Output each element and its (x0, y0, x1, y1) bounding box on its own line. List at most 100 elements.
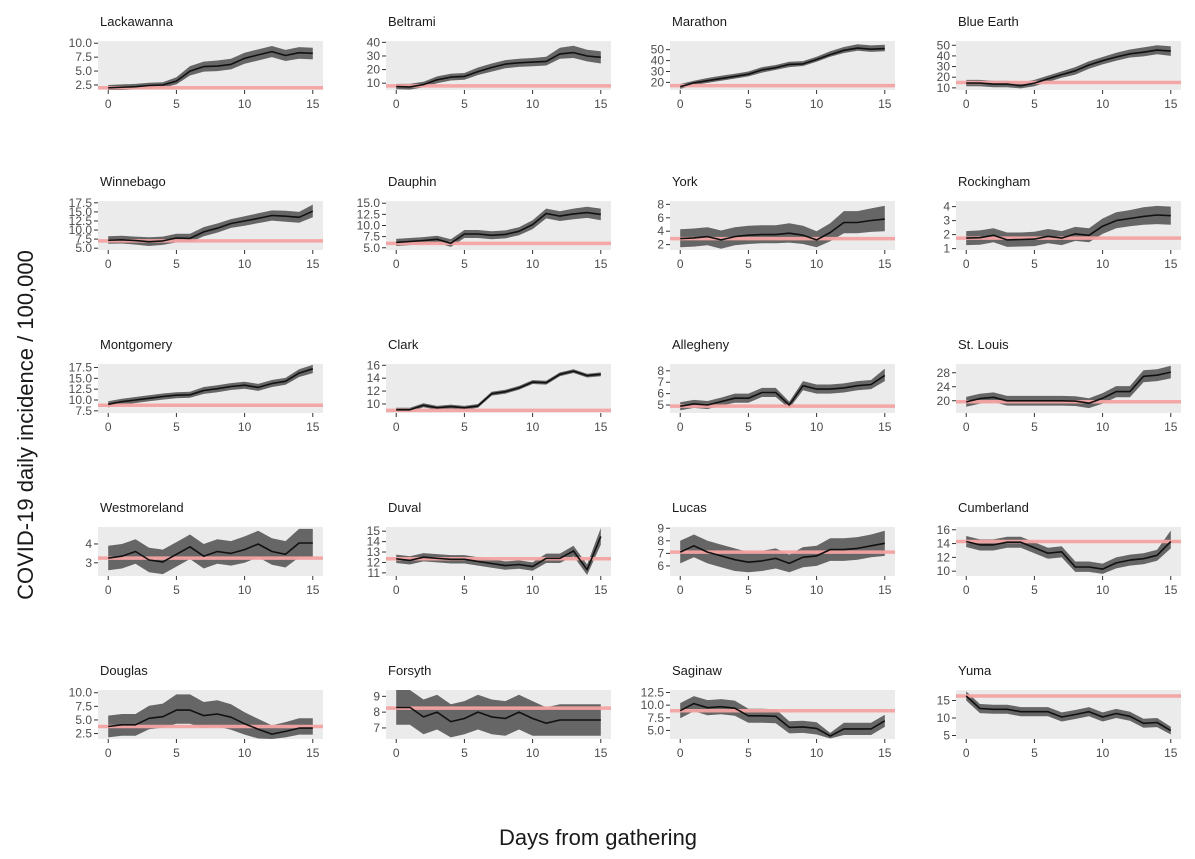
x-tick-label: 15 (878, 746, 892, 760)
x-tick-label: 10 (1096, 746, 1110, 760)
x-tick-label: 15 (1164, 97, 1178, 111)
incidence-line (108, 210, 314, 243)
x-tick-label: 0 (677, 583, 684, 597)
y-tick-label: 20 (651, 75, 665, 89)
y-tick-label: 8 (657, 364, 664, 378)
incidence-line (396, 370, 601, 411)
x-tick-label: 10 (526, 746, 540, 760)
y-tick-label: 12 (937, 550, 951, 564)
y-tick-label: 15 (937, 694, 951, 708)
x-tick-label: 0 (393, 583, 400, 597)
panel-title: Montgomery (100, 337, 173, 352)
panel-title: Lackawanna (100, 14, 174, 29)
y-tick-label: 15.0 (69, 205, 93, 219)
panel-lackawanna: Lackawanna 2.55.07.510.0 0 5 10 15 (69, 14, 323, 111)
panel-title: York (672, 174, 698, 189)
panel-title: Cumberland (958, 500, 1029, 515)
x-tick-label: 0 (677, 97, 684, 111)
x-tick-label: 0 (677, 746, 684, 760)
y-tick-label: 12.5 (69, 214, 93, 228)
y-tick-label: 1 (943, 242, 950, 256)
y-tick-label: 2 (657, 238, 664, 252)
y-tick-label: 16 (937, 523, 951, 537)
panel-title: Beltrami (388, 14, 436, 29)
x-tick-label: 15 (306, 97, 320, 111)
x-tick-label: 5 (461, 746, 468, 760)
x-tick-label: 0 (677, 420, 684, 434)
incidence-line (679, 542, 885, 565)
x-tick-label: 15 (1164, 257, 1178, 271)
x-tick-label: 0 (105, 420, 112, 434)
panel-title: Dauphin (388, 174, 436, 189)
x-tick-label: 10 (238, 257, 252, 271)
panel-title: Forsyth (388, 663, 431, 678)
y-tick-label: 30 (651, 64, 665, 78)
incidence-line (966, 49, 1171, 87)
x-tick-label: 10 (526, 420, 540, 434)
y-tick-label: 20 (367, 63, 381, 77)
x-tick-label: 15 (878, 97, 892, 111)
x-tick-label: 15 (1164, 583, 1178, 597)
y-tick-label: 5.0 (75, 713, 92, 727)
incidence-line (966, 540, 1172, 570)
y-tick-label: 24 (937, 380, 951, 394)
panel-montgomery: Montgomery 7.510.012.515.017.5 0 5 10 15 (69, 337, 323, 434)
y-tick-label: 12 (367, 555, 381, 569)
panel-title: Douglas (100, 663, 148, 678)
x-tick-label: 5 (173, 97, 180, 111)
incidence-line (680, 374, 886, 407)
x-tick-label: 10 (810, 257, 824, 271)
x-tick-label: 15 (878, 583, 892, 597)
y-tick-label: 12.5 (641, 686, 665, 700)
y-tick-label: 50 (651, 43, 665, 57)
y-tick-label: 12 (367, 384, 381, 398)
panel-title: Westmoreland (100, 500, 184, 515)
y-tick-label: 5.0 (363, 241, 380, 255)
panel-title: Yuma (958, 663, 992, 678)
incidence-line (108, 50, 313, 89)
x-tick-label: 5 (745, 746, 752, 760)
y-tick-label: 14 (367, 371, 381, 385)
y-tick-label: 15.0 (357, 196, 381, 210)
y-tick-label: 7.5 (363, 230, 380, 244)
y-tick-label: 10.0 (69, 223, 93, 237)
x-tick-label: 0 (393, 420, 400, 434)
x-tick-label: 10 (1096, 420, 1110, 434)
y-tick-label: 2.5 (75, 78, 92, 92)
y-tick-label: 7.5 (75, 50, 92, 64)
x-tick-label: 10 (1096, 97, 1110, 111)
x-tick-label: 5 (461, 97, 468, 111)
x-tick-label: 15 (594, 746, 608, 760)
x-tick-label: 0 (963, 583, 970, 597)
x-axis-title: Days from gathering (499, 825, 697, 850)
x-tick-label: 10 (526, 257, 540, 271)
y-tick-label: 50 (937, 38, 951, 52)
y-tick-label: 28 (937, 366, 951, 380)
incidence-line (396, 536, 602, 571)
confidence-band (396, 206, 601, 247)
y-tick-label: 14 (937, 537, 951, 551)
incidence-line (108, 368, 314, 406)
panel-title: Marathon (672, 14, 727, 29)
x-tick-label: 5 (1031, 257, 1038, 271)
y-tick-label: 8 (657, 197, 664, 211)
x-tick-label: 10 (810, 583, 824, 597)
y-tick-label: 12.5 (357, 207, 381, 221)
y-tick-label: 17.5 (69, 196, 93, 210)
confidence-band (396, 45, 601, 90)
y-tick-label: 11 (368, 566, 381, 580)
y-tick-label: 4 (85, 537, 92, 551)
x-tick-label: 10 (238, 420, 252, 434)
x-tick-label: 5 (173, 583, 180, 597)
x-tick-label: 15 (306, 257, 320, 271)
incidence-line (966, 214, 1171, 241)
panel-title: Winnebago (100, 174, 166, 189)
y-axis-title: COVID-19 daily incidence / 100,000 (13, 250, 38, 600)
y-tick-label: 10 (937, 81, 951, 95)
y-tick-label: 9 (657, 521, 664, 535)
y-tick-label: 10 (367, 76, 381, 90)
